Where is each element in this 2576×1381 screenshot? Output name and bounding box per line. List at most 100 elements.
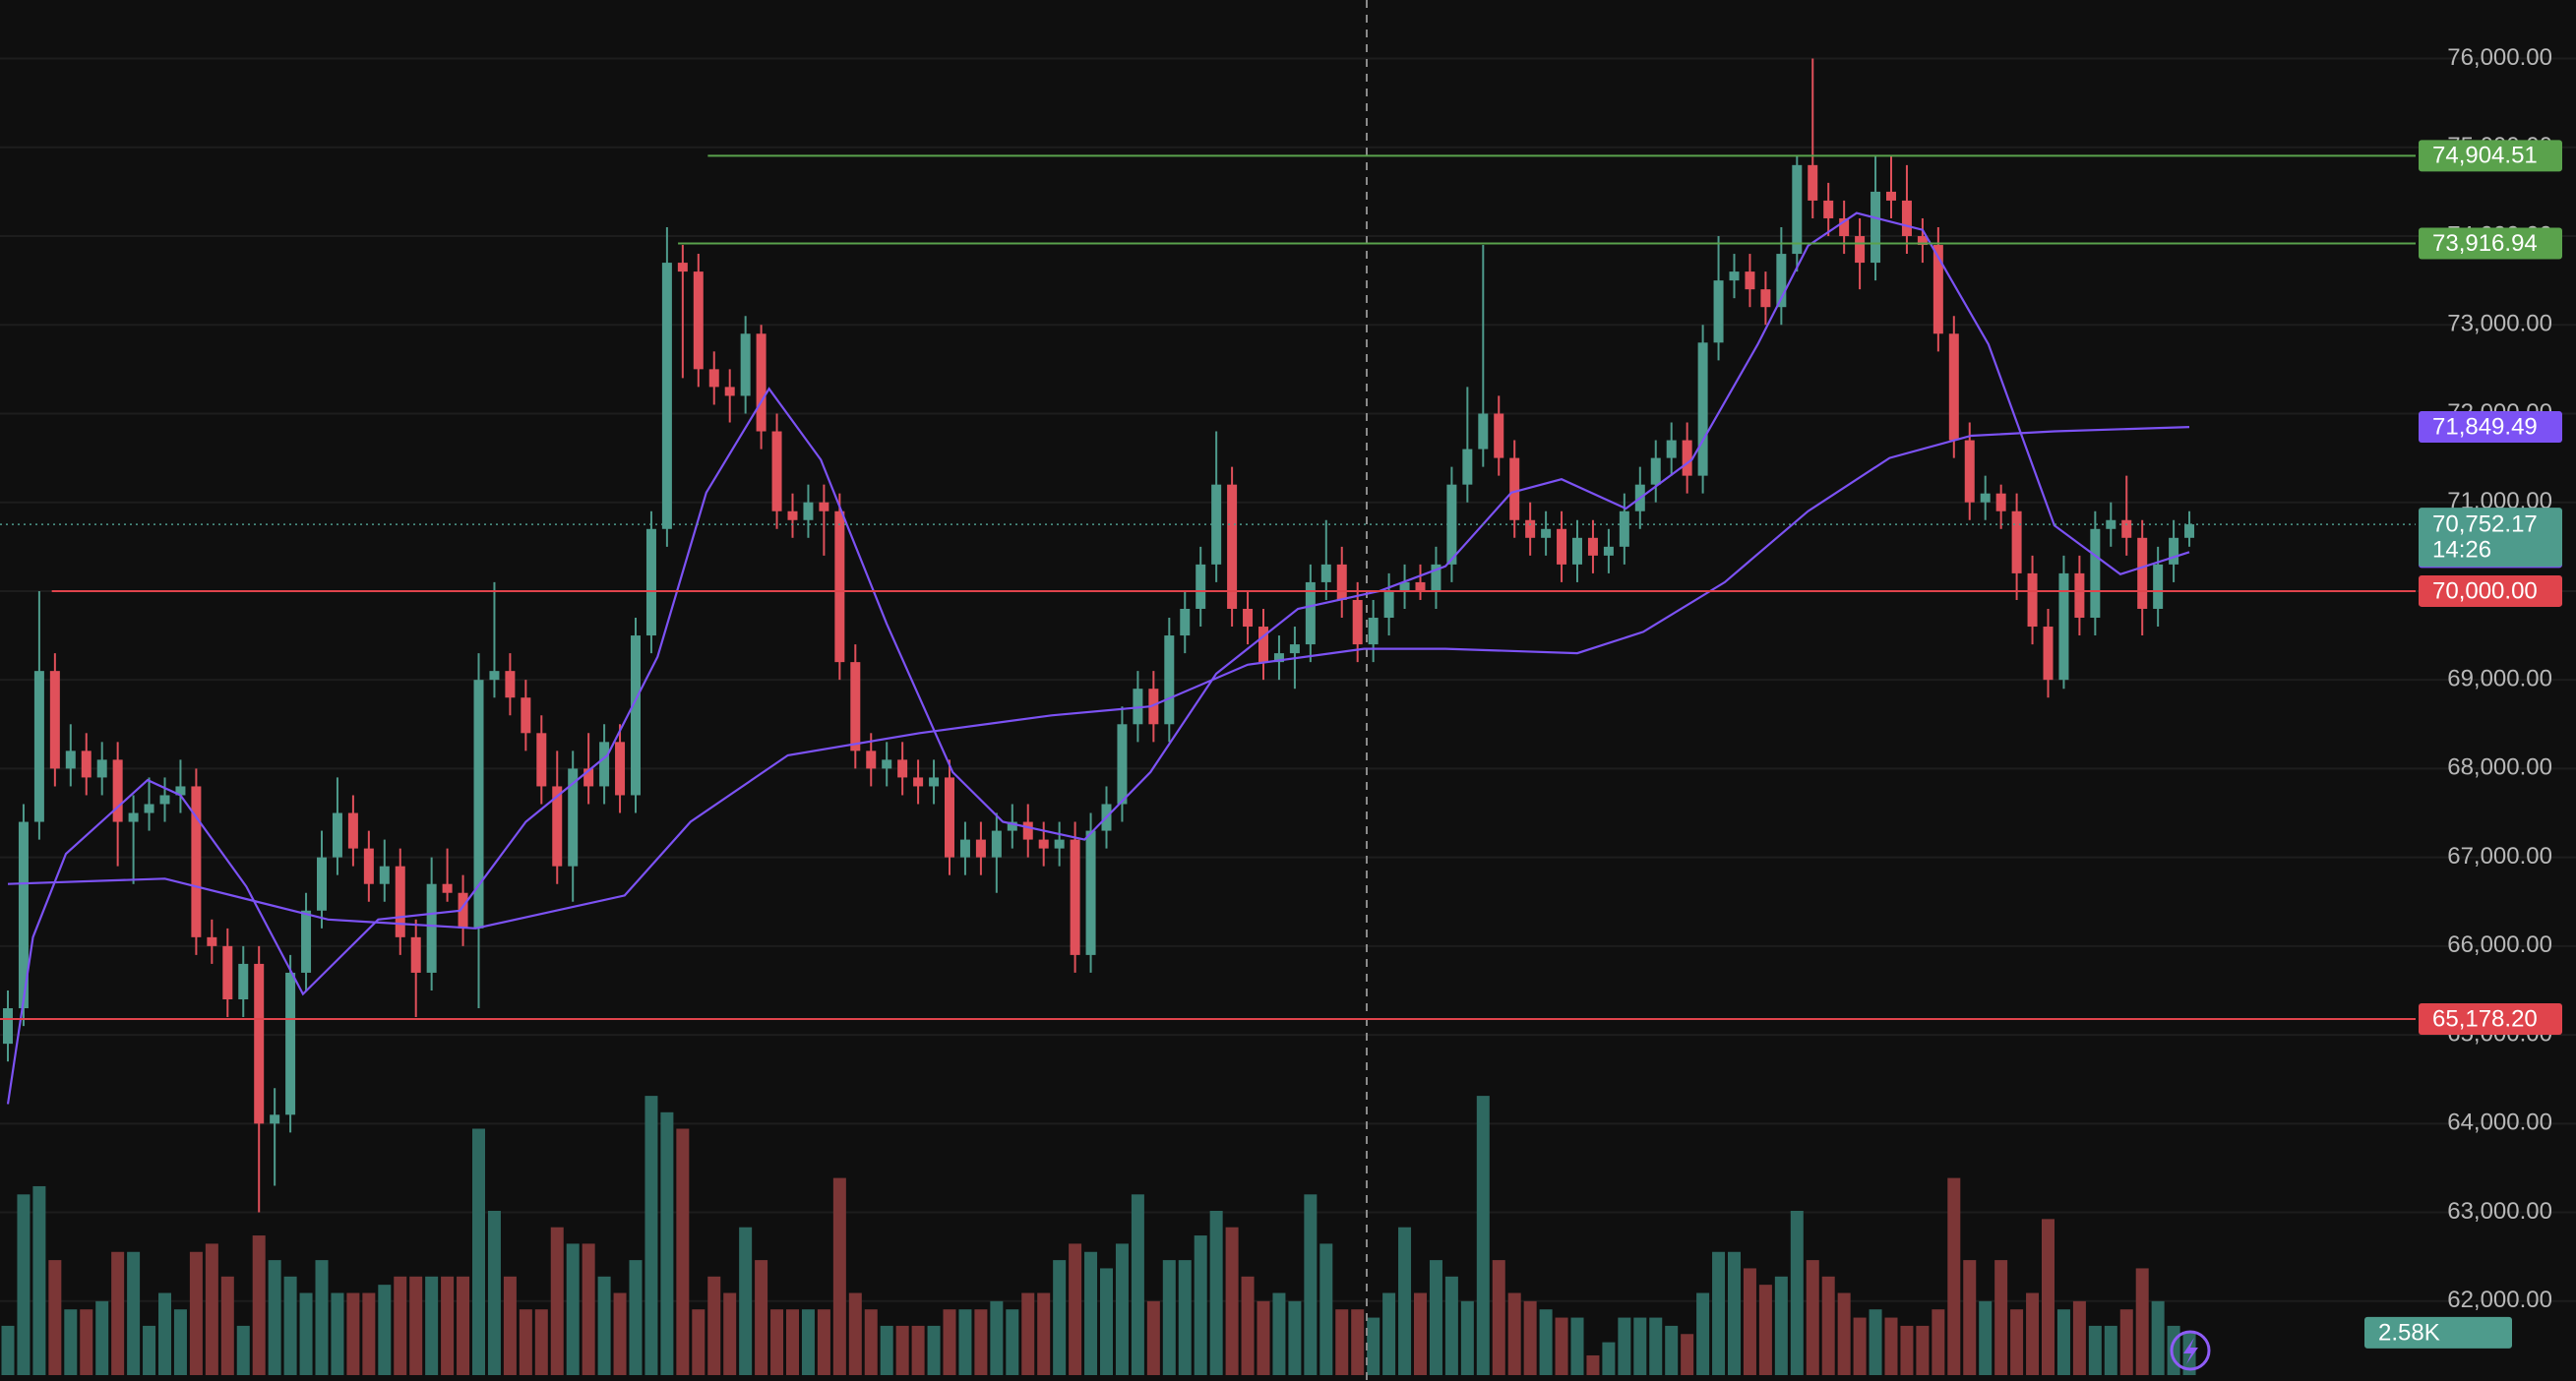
volume-bar [1649,1317,1663,1375]
volume-bar [1382,1292,1396,1375]
volume-bar [629,1260,643,1375]
volume-bar [566,1243,580,1375]
candle-body [724,387,735,396]
candle-body [756,333,767,432]
volume-bar [2088,1325,2102,1375]
candle-body [1038,839,1049,849]
candle-body [1776,254,1787,308]
y-tick-label: 67,000.00 [2447,843,2552,870]
candle-body [18,821,29,1009]
volume-bar [613,1292,627,1375]
volume-bar [1869,1309,1882,1375]
candle-body [1022,821,1033,840]
volume-bar [770,1309,784,1375]
volume-bar [534,1309,548,1375]
overlay-layer [0,154,2416,1105]
volume-bar [1178,1260,1192,1375]
candle-body [207,936,217,946]
candle-body [583,768,594,787]
y-tick-label: 66,000.00 [2447,931,2552,958]
candle-body [1917,236,1928,246]
volume-bar [1633,1317,1647,1375]
candle-body [1399,581,1410,591]
candle-body [2011,510,2022,573]
candle-body [929,777,940,787]
volume-bar [1084,1251,1098,1375]
lightning-icon [2183,1338,2198,1364]
volume-bar [283,1276,297,1375]
y-tick-label: 73,000.00 [2447,311,2552,337]
candle-body [1603,546,1614,556]
candle-body [1808,164,1818,201]
candle-body [991,830,1002,858]
candle-body [1336,564,1347,600]
volume-bar [1367,1317,1380,1375]
volume-bar [48,1260,62,1375]
candle-body [2184,524,2195,538]
candle-body [1273,653,1284,663]
volume-bar [220,1276,234,1375]
candle-body [1948,333,1959,441]
volume-bar [1853,1317,1867,1375]
candle-body [81,751,92,778]
volume-bar [2042,1219,2055,1375]
candle-body [975,839,986,858]
y-tick-label: 68,000.00 [2447,754,2552,781]
volume-bar [2026,1292,2040,1375]
candle-body [1713,280,1724,343]
candle-body [1855,236,1866,264]
candle-body [536,733,547,787]
candle-body [505,671,516,698]
volume-bar [927,1325,941,1375]
volume-bar [943,1309,956,1375]
volume-bar [739,1227,753,1375]
volume-bar [692,1309,705,1375]
volume-bar [95,1300,109,1375]
candle-body [1305,581,1316,645]
volume-bar [1006,1309,1019,1375]
candle-body [819,502,829,511]
candle-body [317,857,327,911]
volume-bar [487,1211,501,1375]
level-badge: 70,000.00 [2432,577,2538,604]
lightning-button[interactable] [2170,1330,2211,1371]
candle-body [1729,271,1740,281]
candle-body [238,963,249,1000]
volume-bar [990,1300,1004,1375]
candle-body [552,786,563,867]
volume-bar [1916,1325,1930,1375]
volume-bar [2167,1325,2180,1375]
volume-bar [1476,1096,1490,1375]
volume-bar [1257,1300,1270,1375]
volume-bar [409,1276,423,1375]
volume-bar [582,1243,595,1375]
candle-body [959,839,970,858]
volume-layer [1,1096,2196,1375]
volume-bar [378,1285,392,1375]
volume-bar [441,1276,455,1375]
volume-bar [1570,1317,1584,1375]
volume-bar [1444,1276,1458,1375]
candle-body [426,883,437,973]
candle-body [1650,457,1661,485]
candle-body [254,963,265,1124]
volume-bar [503,1276,517,1375]
candle-body [2106,519,2116,529]
volume-bar [1523,1300,1537,1375]
candle-body [1980,493,1991,503]
volume-bar [394,1276,407,1375]
candle-body [1745,271,1755,290]
candle-body [1085,830,1096,955]
candle-body [599,742,610,787]
volume-bar [1146,1300,1160,1375]
candle-body [332,812,342,858]
volume-bar [64,1309,78,1375]
volume-bar [1806,1260,1819,1375]
level-badge: 73,916.94 [2432,230,2538,257]
volume-bar [1758,1285,1772,1375]
candle-body [410,936,421,973]
candle-body [1697,342,1708,476]
candle-body [1494,413,1504,458]
volume-bar [1884,1317,1898,1375]
volume-bar [1131,1194,1144,1375]
